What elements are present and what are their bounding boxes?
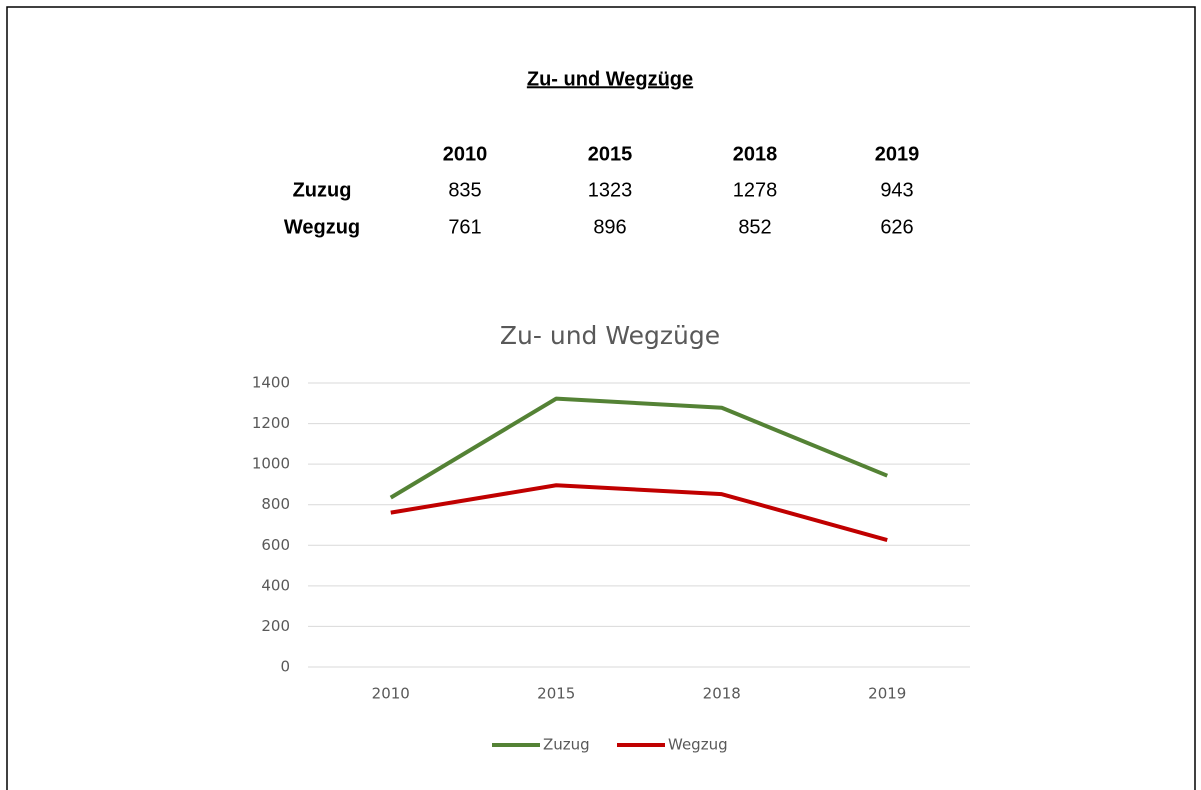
series-line [390, 483, 888, 542]
row-label: Zuzug [293, 179, 352, 201]
x-tick-label: 2019 [868, 685, 906, 703]
table-cell: 1278 [733, 179, 778, 201]
x-tick-label: 2018 [703, 685, 741, 703]
chart-title: Zu- und Wegzüge [500, 321, 720, 350]
table-cell: 852 [738, 216, 771, 238]
y-tick-label: 1200 [252, 414, 290, 432]
table-cell: 1323 [588, 179, 633, 201]
table-cell: 896 [593, 216, 626, 238]
frame [6, 6, 1196, 790]
table-cell: 943 [880, 179, 913, 201]
table-cell: 835 [448, 179, 481, 201]
table-cell: 626 [880, 216, 913, 238]
y-tick-label: 0 [280, 658, 290, 676]
table-header: 2019 [875, 143, 920, 165]
table-header: 2015 [588, 143, 633, 165]
legend-label: Wegzug [668, 736, 728, 754]
y-tick-label: 1400 [252, 374, 290, 392]
x-tick-label: 2010 [372, 685, 410, 703]
y-tick-label: 400 [261, 576, 290, 594]
legend-label: Zuzug [543, 736, 590, 754]
x-tick-label: 2015 [537, 685, 575, 703]
series-line [389, 396, 889, 500]
table-header: 2018 [733, 143, 778, 165]
y-tick-label: 1000 [252, 455, 290, 473]
y-tick-label: 200 [261, 617, 290, 635]
table-header: 2010 [443, 143, 488, 165]
row-label: Wegzug [284, 216, 360, 238]
table-cell: 761 [448, 216, 481, 238]
y-tick-label: 800 [261, 495, 290, 513]
page-title: Zu- und Wegzüge [527, 68, 693, 90]
y-tick-label: 600 [261, 536, 290, 554]
